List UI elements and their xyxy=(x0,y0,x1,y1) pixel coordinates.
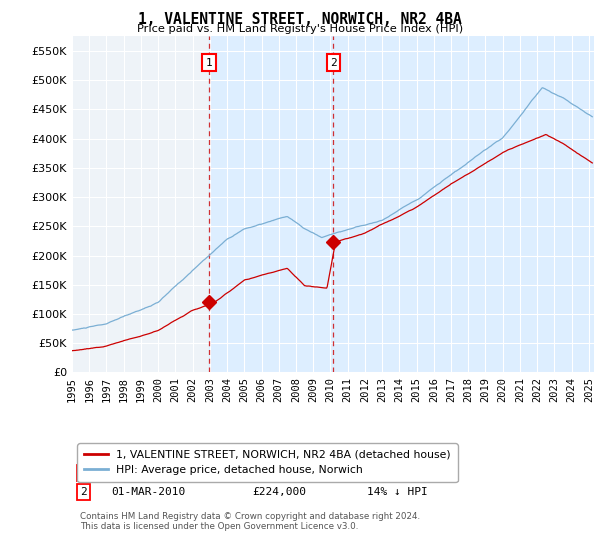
Text: 11-DEC-2002: 11-DEC-2002 xyxy=(111,468,185,478)
Bar xyxy=(334,36,594,372)
Legend: 1, VALENTINE STREET, NORWICH, NR2 4BA (detached house), HPI: Average price, deta: 1, VALENTINE STREET, NORWICH, NR2 4BA (d… xyxy=(77,444,458,482)
Text: 14% ↓ HPI: 14% ↓ HPI xyxy=(367,487,428,497)
Text: 2: 2 xyxy=(80,487,86,497)
Text: 2: 2 xyxy=(330,58,337,68)
Text: Price paid vs. HM Land Registry's House Price Index (HPI): Price paid vs. HM Land Registry's House … xyxy=(137,24,463,34)
Bar xyxy=(209,36,334,372)
Text: 01-MAR-2010: 01-MAR-2010 xyxy=(111,487,185,497)
Text: 1: 1 xyxy=(206,58,212,68)
Text: £120,000: £120,000 xyxy=(252,468,306,478)
Text: Contains HM Land Registry data © Crown copyright and database right 2024.
This d: Contains HM Land Registry data © Crown c… xyxy=(80,512,420,531)
Text: 1, VALENTINE STREET, NORWICH, NR2 4BA: 1, VALENTINE STREET, NORWICH, NR2 4BA xyxy=(138,12,462,27)
Text: 39% ↓ HPI: 39% ↓ HPI xyxy=(367,468,428,478)
Text: £224,000: £224,000 xyxy=(252,487,306,497)
Text: 1: 1 xyxy=(80,468,86,478)
